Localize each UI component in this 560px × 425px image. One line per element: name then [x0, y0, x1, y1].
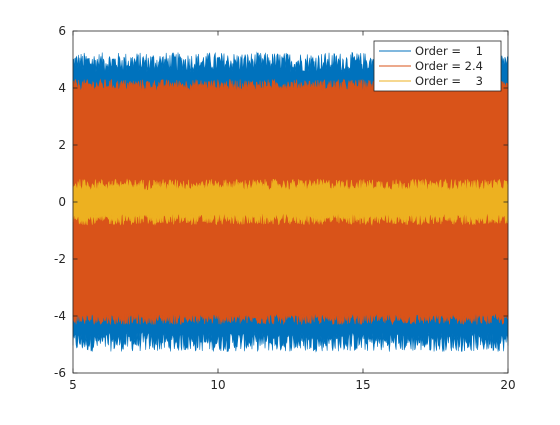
y-tick-label: -4 — [54, 309, 66, 323]
y-tick-label: 4 — [58, 81, 66, 95]
x-tick-label: 15 — [355, 378, 370, 392]
y-tick-label: 2 — [58, 138, 66, 152]
y-tick-label: 6 — [58, 24, 66, 38]
y-tick-label: 0 — [58, 195, 66, 209]
x-tick-label: 20 — [500, 378, 515, 392]
legend-label: Order = 2.4 — [415, 59, 483, 73]
series-layer — [72, 51, 509, 353]
legend-label: Order = 1 — [415, 44, 483, 58]
y-tick-label: -6 — [54, 366, 66, 380]
x-axis: 5 10 15 20 — [69, 31, 516, 392]
x-tick-label: 5 — [69, 378, 77, 392]
x-tick-label: 10 — [210, 378, 225, 392]
y-tick-label: -2 — [54, 252, 66, 266]
y-axis: -6 -4 -2 0 2 4 6 — [54, 24, 508, 380]
legend-label: Order = 3 — [415, 74, 483, 88]
